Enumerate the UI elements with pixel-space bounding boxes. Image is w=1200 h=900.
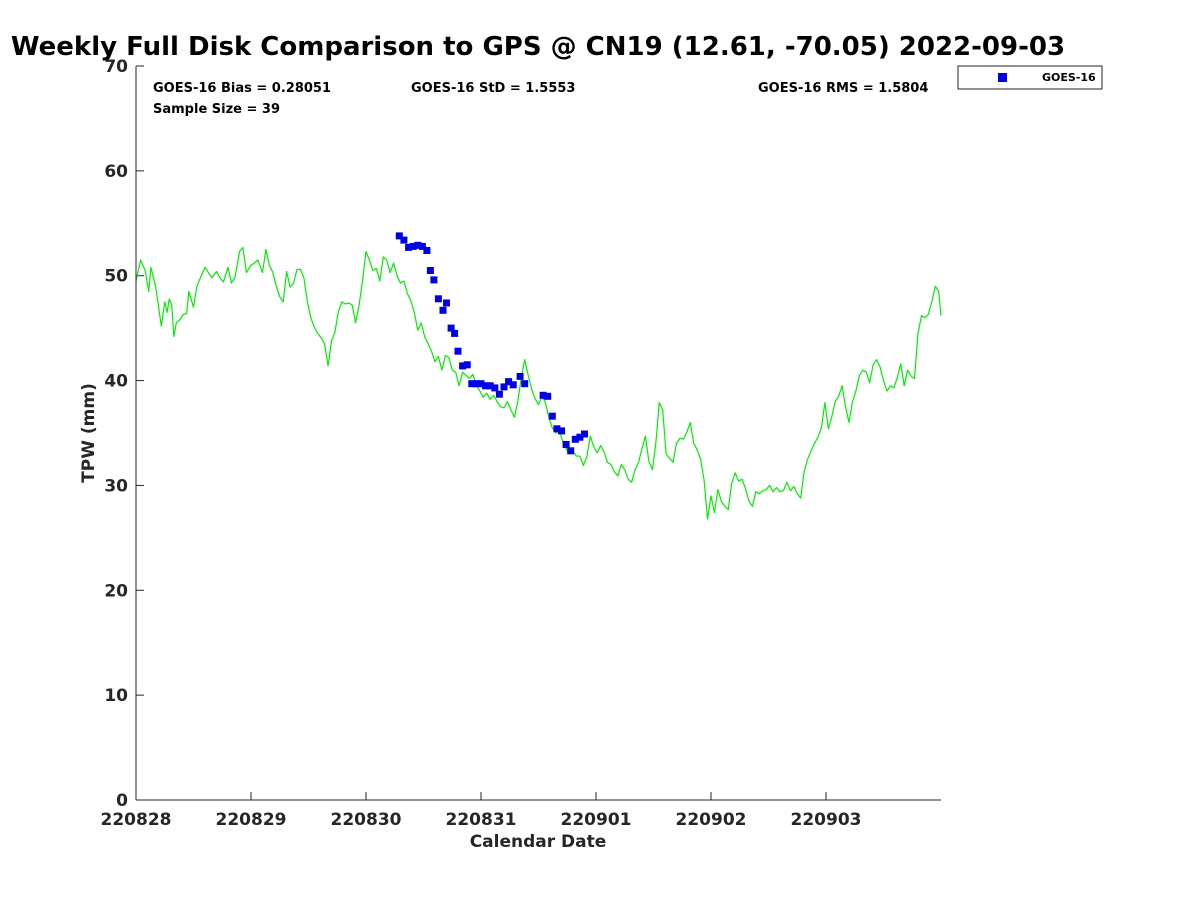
x-tick-labels: 220828 220829 220830 220831 220901 220902 2209… [101,810,862,830]
goes-16-point [576,433,584,441]
goes-16-point [451,329,459,337]
goes-16-point [491,384,499,392]
goes-16-point [567,447,575,455]
x-tick-label: 220828 [101,810,172,830]
goes-16-point [516,372,524,380]
y-tick-label: 30 [104,476,128,496]
y-tick-label: 60 [104,162,128,182]
goes-16-series [395,232,588,455]
goes-16-point [468,380,476,388]
sample-size-stat: Sample Size = 39 [153,102,280,117]
legend-label-goes-16: GOES-16 [1042,71,1096,84]
goes-16-point [581,430,588,438]
goes-16-point [486,382,494,390]
goes-16-point [405,243,413,251]
y-axis-label: TPW (mm) [79,383,99,483]
std-stat: GOES-16 StD = 1.5553 [411,81,575,96]
goes-16-point [558,427,565,435]
legend-marker-goes-16 [998,73,1007,82]
y-tick-labels: 0 10 20 30 40 50 60 70 [104,57,128,811]
x-tick-label: 220830 [331,810,402,830]
goes-16-point [430,276,438,284]
x-tick-label: 220831 [446,810,517,830]
chart-title: Weekly Full Disk Comparison to GPS @ CN1… [11,32,1065,62]
goes-16-point [509,381,517,389]
goes-16-point [463,361,471,369]
legend: GOES-16 [957,65,1103,90]
y-tick-label: 70 [104,57,128,77]
legend-box [957,65,1103,90]
goes-16-point [439,306,447,314]
goes-16-point [562,441,570,448]
y-tick-label: 40 [104,372,128,392]
y-tick-label: 20 [104,581,128,601]
goes-16-point [454,347,462,355]
y-tick-label: 0 [116,791,128,811]
goes-16-point [553,425,561,433]
goes-16-point [495,390,503,398]
goes-16-point [539,391,547,399]
x-axis-label: Calendar Date [470,832,607,852]
goes-16-point [434,295,442,303]
bias-stat: GOES-16 Bias = 0.28051 [153,81,331,96]
goes-16-point [400,236,408,244]
goes-16-point [447,324,455,332]
goes-16-point [477,380,485,388]
goes-16-point [395,232,403,240]
y-tick-label: 10 [104,686,128,706]
goes-16-point [409,242,417,250]
x-tick-label: 220903 [791,810,862,830]
goes-16-point [414,241,422,249]
goes-16-point [544,392,552,400]
goes-16-point [443,299,450,307]
goes-16-point [472,380,480,388]
goes-16-point [423,247,431,254]
goes-16-point [521,380,529,388]
goes-16-point [548,412,556,420]
x-tick-label: 220901 [561,810,632,830]
rms-stat: GOES-16 RMS = 1.5804 [758,81,928,96]
x-tick-label: 220829 [216,810,287,830]
y-tick-label: 50 [104,267,128,287]
goes-16-point [426,267,434,274]
goes-16-point [500,383,508,391]
goes-16-point [459,362,467,370]
x-tick-label: 220902 [676,810,747,830]
goes-16-point [505,378,513,386]
goes-16-point [418,242,426,250]
goes-16-point [571,435,579,443]
goes-16-point [482,382,490,390]
